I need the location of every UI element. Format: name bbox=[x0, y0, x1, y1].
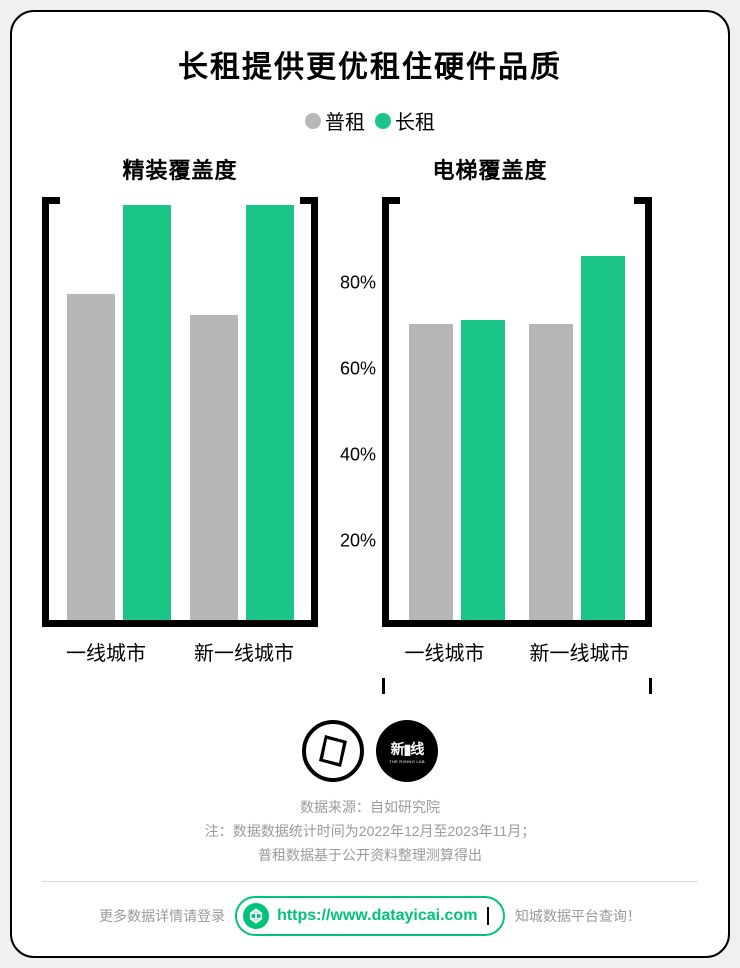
legend-label: 普租 bbox=[325, 106, 365, 135]
bar bbox=[246, 205, 294, 620]
x-label: 新一线城市 bbox=[530, 637, 630, 666]
logo2-en: THE RISING LAB bbox=[389, 759, 425, 764]
bar-group bbox=[529, 256, 625, 620]
y-tick-label: 60% bbox=[340, 359, 376, 380]
bar bbox=[529, 324, 573, 620]
legend-dot bbox=[305, 113, 321, 129]
bar-group bbox=[67, 205, 171, 620]
bar bbox=[67, 294, 115, 620]
x-tick bbox=[649, 678, 652, 694]
logo2-cn: 新▮线 bbox=[391, 739, 424, 759]
footnotes: 数据来源：自如研究院注：数据数据统计时间为2022年12月至2023年11月；普… bbox=[42, 796, 698, 867]
footnote-line: 普租数据基于公开资料整理测算得出 bbox=[42, 844, 698, 868]
chart: 精装覆盖度一线城市 新一线城市 bbox=[42, 153, 318, 666]
y-tick-label: 40% bbox=[340, 445, 376, 466]
text-cursor bbox=[487, 907, 489, 925]
bar-group bbox=[409, 320, 505, 620]
plot-area bbox=[42, 197, 318, 627]
x-label: 一线城市 bbox=[405, 637, 485, 666]
bar bbox=[461, 320, 505, 620]
x-tick bbox=[382, 678, 385, 694]
y-axis: 20% 40% 60% 80% bbox=[328, 197, 382, 627]
charts-row: 精装覆盖度一线城市 新一线城市 电梯覆盖度 20% 40% 60% 80% 一线城市 新一线城市 bbox=[42, 153, 698, 694]
footer-url: https://www.datayicai.com bbox=[277, 907, 477, 925]
bars-container bbox=[389, 197, 645, 620]
x-label: 一线城市 bbox=[66, 637, 146, 666]
x-labels: 一线城市 新一线城市 bbox=[382, 637, 652, 666]
x-labels: 一线城市 新一线城市 bbox=[42, 637, 318, 666]
plot-area bbox=[382, 197, 652, 627]
footer-prefix: 更多数据详情请登录 bbox=[99, 906, 225, 926]
footer-suffix: 知城数据平台查询！ bbox=[515, 906, 641, 926]
legend-dot bbox=[375, 113, 391, 129]
footnote-line: 数据来源：自如研究院 bbox=[42, 796, 698, 820]
y-tick-label: 20% bbox=[340, 531, 376, 552]
footnote-line: 注：数据数据统计时间为2022年12月至2023年11月； bbox=[42, 820, 698, 844]
bar bbox=[409, 324, 453, 620]
chart-subtitle: 精装覆盖度 bbox=[42, 153, 318, 185]
legend-item: 长租 bbox=[375, 106, 435, 135]
bar-group bbox=[190, 205, 294, 620]
x-label: 新一线城市 bbox=[194, 637, 294, 666]
bars-container bbox=[49, 197, 311, 620]
legend-label: 长租 bbox=[395, 106, 435, 135]
bar bbox=[190, 315, 238, 620]
x-tick-row bbox=[382, 678, 652, 694]
brand-logo-2: 新▮线 THE RISING LAB bbox=[376, 720, 438, 782]
bar bbox=[123, 205, 171, 620]
chart-subtitle: 电梯覆盖度 bbox=[328, 153, 652, 185]
url-pill[interactable]: https://www.datayicai.com bbox=[235, 896, 505, 936]
infographic-card: 长租提供更优租住硬件品质 普租 长租 精装覆盖度一线城市 新一线城市 电梯覆盖度 20%… bbox=[10, 10, 730, 958]
chart: 电梯覆盖度 20% 40% 60% 80% 一线城市 新一线城市 bbox=[328, 153, 652, 694]
y-tick-label: 80% bbox=[340, 273, 376, 294]
legend: 普租 长租 bbox=[42, 106, 698, 135]
brand-logo-1 bbox=[302, 720, 364, 782]
logos-row: 新▮线 THE RISING LAB bbox=[42, 720, 698, 782]
globe-icon bbox=[243, 903, 269, 929]
footer: 更多数据详情请登录 https://www.datayicai.com 知城数据… bbox=[42, 881, 698, 936]
main-title: 长租提供更优租住硬件品质 bbox=[42, 42, 698, 86]
bar bbox=[581, 256, 625, 620]
legend-item: 普租 bbox=[305, 106, 365, 135]
